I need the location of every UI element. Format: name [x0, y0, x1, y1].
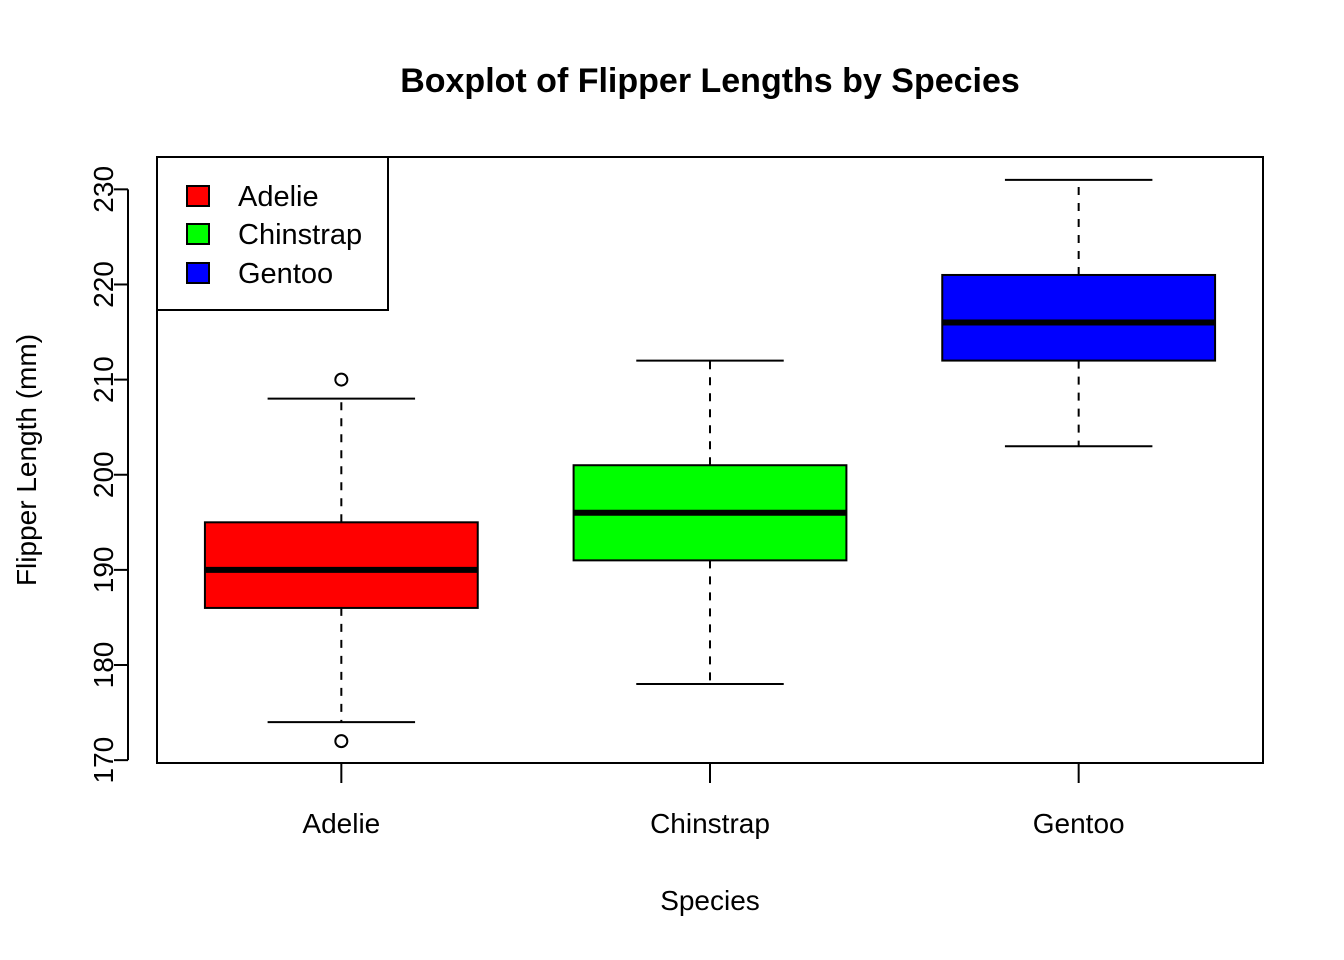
legend-label-chinstrap: Chinstrap — [238, 219, 362, 251]
legend-swatch-gentoo — [186, 262, 210, 284]
legend-swatch-adelie — [186, 185, 210, 207]
y-tick-label: 200 — [88, 451, 119, 498]
y-axis-label: Flipper Length (mm) — [11, 334, 42, 586]
y-tick-label: 190 — [88, 547, 119, 594]
legend: Adelie Chinstrap Gentoo — [156, 156, 389, 311]
x-tick-label-adelie: Adelie — [302, 808, 380, 839]
x-axis-label: Species — [660, 885, 760, 916]
box-series — [203, 178, 1217, 749]
outlier-point — [334, 734, 349, 749]
chart-title: Boxplot of Flipper Lengths by Species — [400, 62, 1020, 100]
y-tick-label: 220 — [88, 261, 119, 308]
x-axis: Adelie Chinstrap Gentoo — [302, 763, 1125, 839]
legend-label-gentoo: Gentoo — [238, 258, 333, 290]
y-tick-label: 230 — [88, 166, 119, 213]
outlier-point — [334, 372, 349, 387]
y-tick-label: 180 — [88, 642, 119, 689]
y-axis: 170 180 190 200 210 220 230 — [88, 166, 129, 784]
iqr-box — [203, 521, 479, 609]
y-tick-label: 170 — [88, 737, 119, 784]
legend-label-adelie: Adelie — [238, 181, 319, 213]
y-tick-label: 210 — [88, 356, 119, 403]
box-adelie — [203, 372, 479, 749]
box-chinstrap — [572, 359, 848, 686]
x-tick-label-chinstrap: Chinstrap — [650, 808, 770, 839]
legend-swatch-chinstrap — [186, 223, 210, 245]
x-tick-label-gentoo: Gentoo — [1033, 808, 1125, 839]
iqr-box — [941, 273, 1217, 362]
box-gentoo — [941, 178, 1217, 448]
